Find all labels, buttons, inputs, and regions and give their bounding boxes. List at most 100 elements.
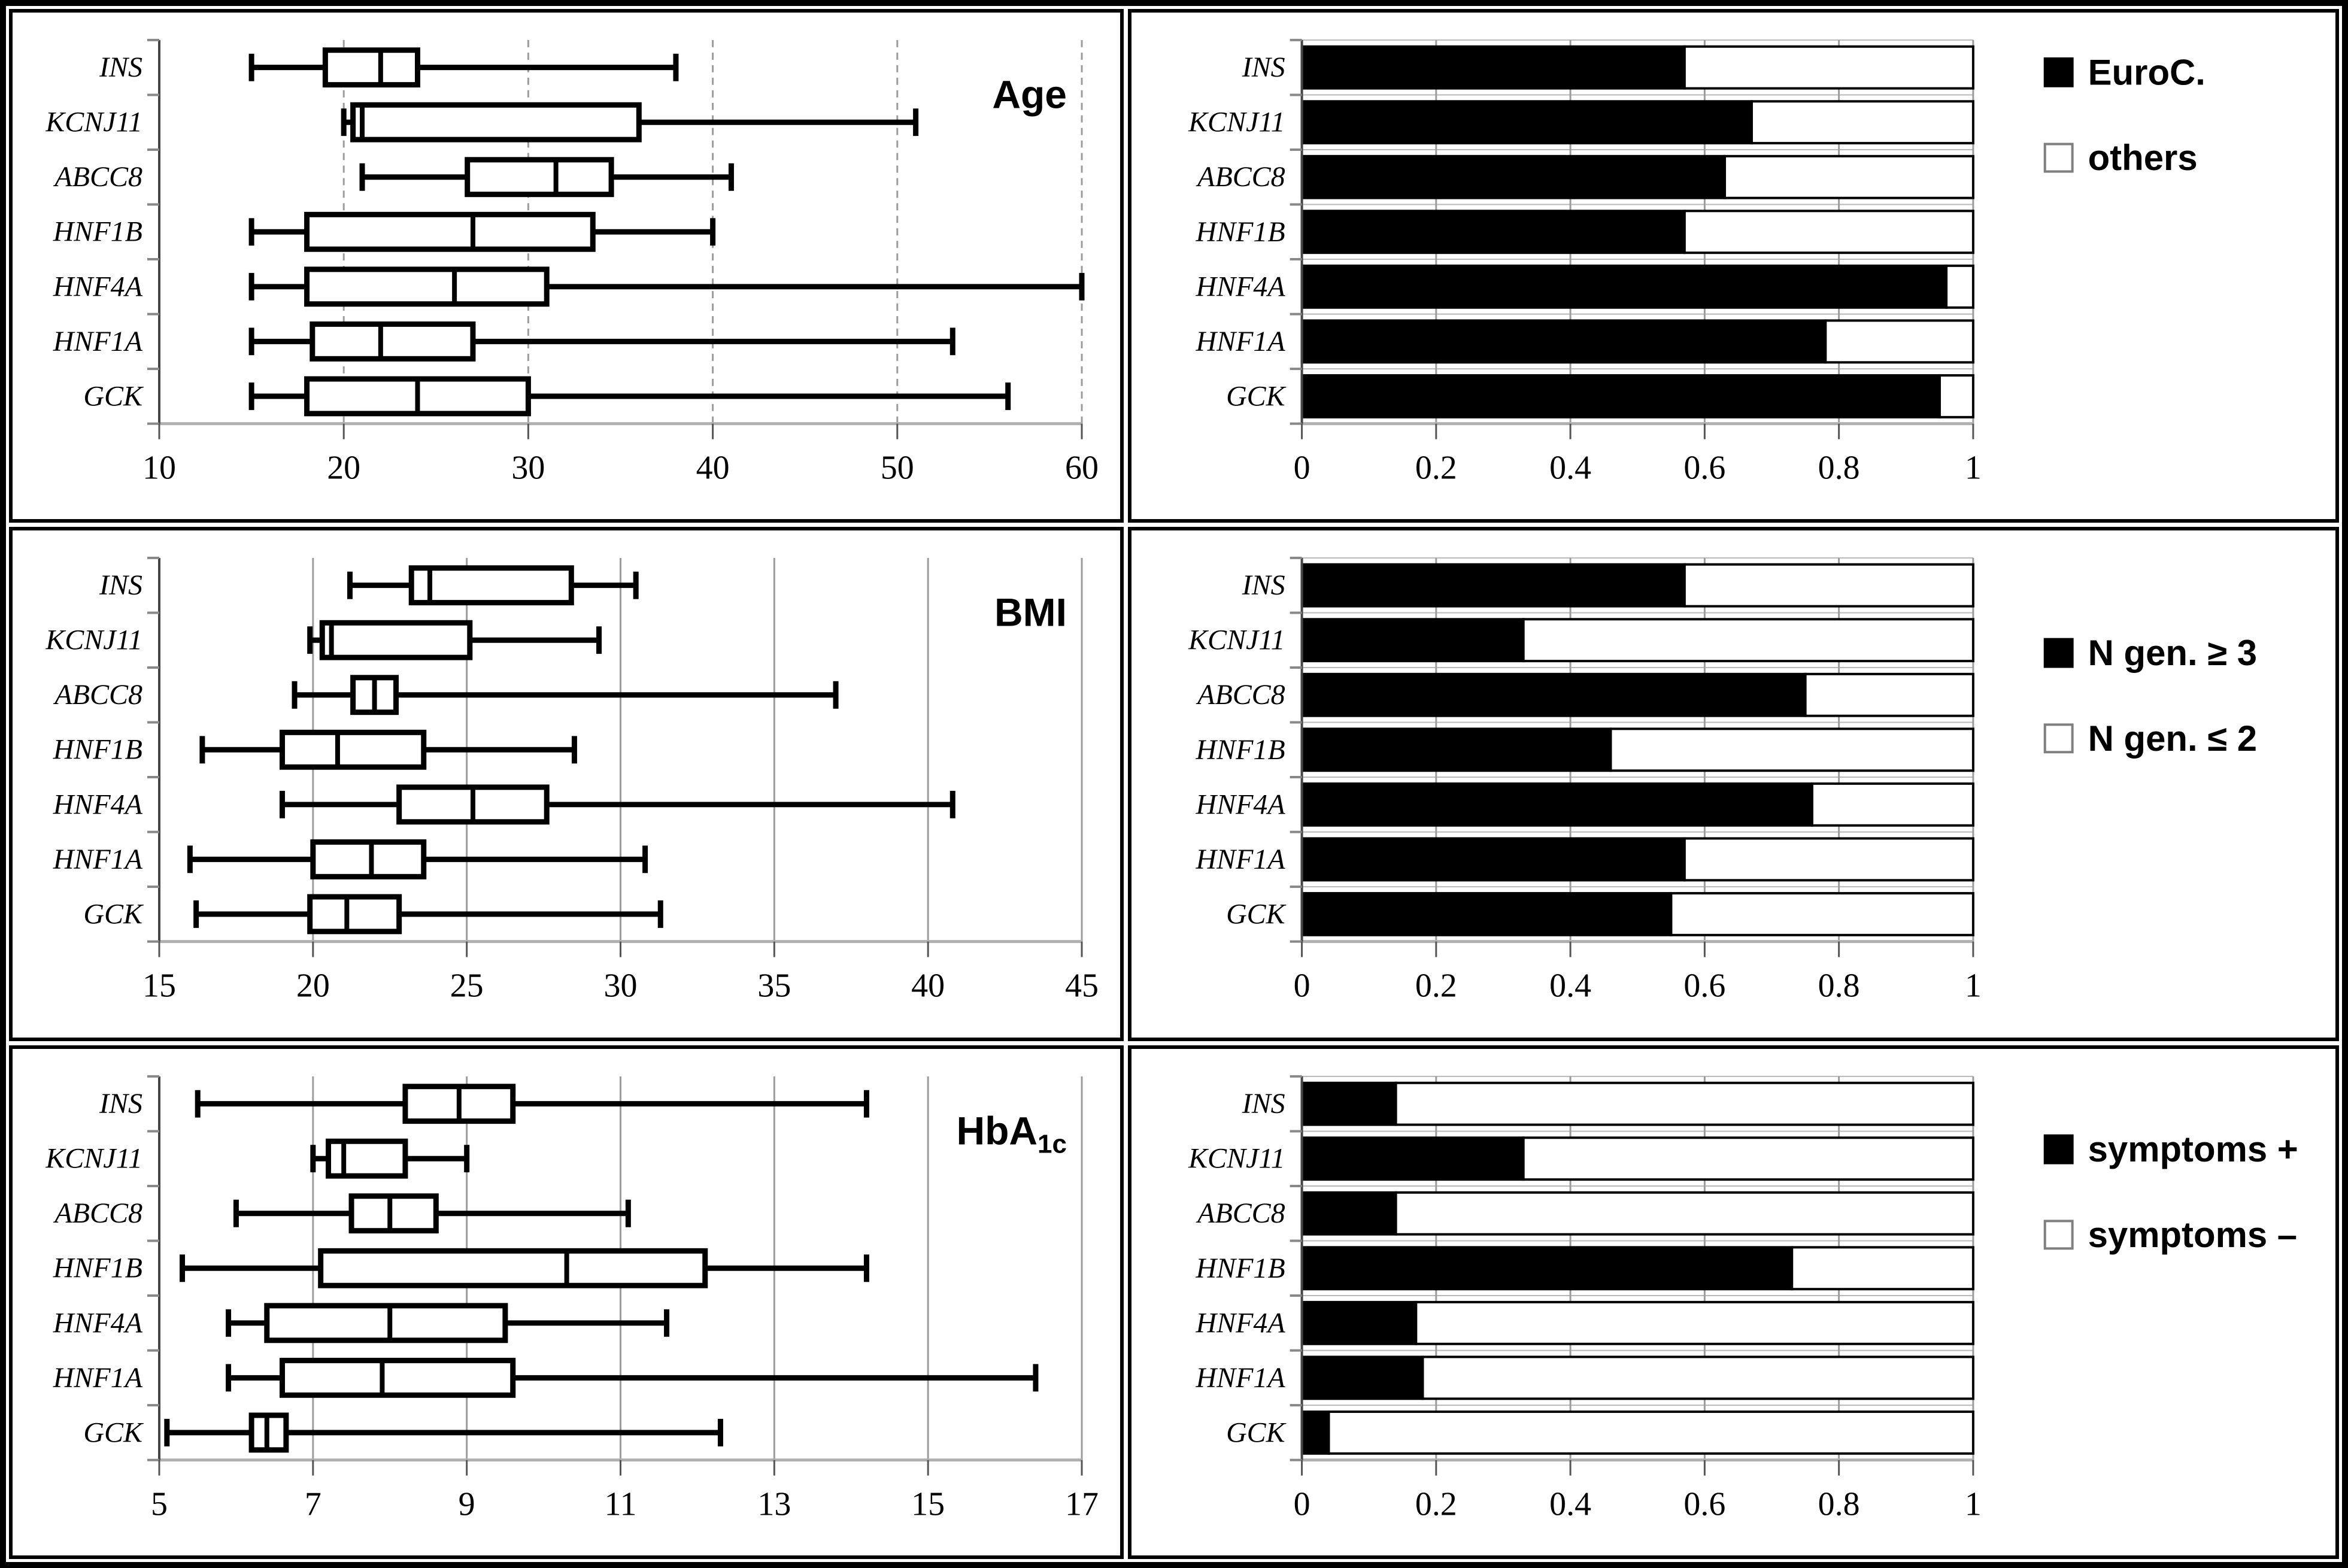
- hba1c-chart: INS KCNJ11 ABCC8 HNF1B HNF4A HNF1A GCK 5 7 9 11 13 1…: [45, 1075, 1099, 1522]
- x-tick-label-35: 35: [757, 968, 791, 1005]
- bar-white-KCNJ11: [1522, 618, 1974, 663]
- category-label-HNF4A: HNF4A: [53, 789, 143, 821]
- legend-label-1: others: [2088, 138, 2198, 178]
- box-INS: [408, 565, 574, 606]
- box-HNF1A: [310, 839, 427, 880]
- bar-white-HNF1B: [1791, 1246, 1974, 1290]
- bar-black-HNF4A: [1300, 264, 1948, 309]
- x-tick-label-60: 60: [1065, 450, 1099, 487]
- category-label-GCK: GCK: [1226, 1417, 1287, 1448]
- bar-white-HNF1B: [1609, 727, 1974, 772]
- euroc-bar-panel: INS KCNJ11 ABCC8 HNF1B HNF4A HNF1A GCK 0 0.2 0.4 0…: [1128, 9, 2339, 523]
- category-label-HNF4A: HNF4A: [53, 1307, 143, 1339]
- x-tick-label-1: 1: [1965, 449, 1982, 486]
- legend-label-1: N gen. ≤ 2: [2088, 718, 2257, 759]
- category-label-ABCC8: ABCC8: [53, 680, 142, 711]
- legend-swatch-empty: [2043, 1220, 2074, 1249]
- legend-swatch-empty: [2043, 142, 2074, 173]
- x-tick-label-0: 0: [1294, 1485, 1310, 1522]
- x-tick-label-0.4: 0.4: [1549, 1485, 1591, 1522]
- box-HNF4A: [264, 1303, 508, 1343]
- x-tick-label-15: 15: [911, 1485, 945, 1522]
- hba1c-boxplot-panel: INS KCNJ11 ABCC8 HNF1B HNF4A HNF1A GCK 5 7 9 11 13 1…: [9, 1045, 1124, 1559]
- legend-label-0: symptoms +: [2088, 1129, 2298, 1169]
- bar-white-HNF1B: [1683, 210, 1974, 254]
- category-label-KCNJ11: KCNJ11: [45, 1142, 142, 1174]
- x-tick-label-0: 0: [1294, 968, 1310, 1005]
- x-tick-label-0.8: 0.8: [1818, 1485, 1860, 1522]
- x-tick-label-0.6: 0.6: [1683, 1485, 1725, 1522]
- bar-white-HNF1A: [1683, 837, 1974, 882]
- legend-swatch-filled: [2043, 638, 2074, 668]
- category-label-GCK: GCK: [1226, 380, 1287, 412]
- x-tick-label-10: 10: [142, 450, 176, 487]
- bar-black-INS: [1300, 1081, 1397, 1126]
- category-label-ABCC8: ABCC8: [1196, 161, 1285, 193]
- bar-white-KCNJ11: [1750, 100, 1974, 145]
- x-tick-label-1: 1: [1965, 968, 1982, 1005]
- x-tick-label-0: 0: [1294, 449, 1310, 486]
- x-tick-label-7: 7: [305, 1485, 321, 1522]
- category-label-INS: INS: [99, 1088, 142, 1120]
- box-HNF1A: [310, 321, 476, 362]
- category-label-HNF1A: HNF1A: [53, 1362, 143, 1394]
- bar-white-GCK: [1670, 892, 1974, 937]
- category-label-HNF4A: HNF4A: [1196, 789, 1286, 821]
- x-tick-label-0.4: 0.4: [1549, 449, 1591, 486]
- x-tick-label-0.2: 0.2: [1415, 449, 1457, 486]
- bar-black-HNF1B: [1300, 727, 1612, 772]
- symptoms-chart: INS KCNJ11 ABCC8 HNF1B HNF4A HNF1A GCK 0 0.2 0.4 0…: [1188, 1075, 2298, 1522]
- category-label-GCK: GCK: [83, 380, 144, 412]
- legend-label-0: N gen. ≥ 3: [2088, 633, 2257, 673]
- bar-black-INS: [1300, 563, 1686, 608]
- category-label-HNF1B: HNF1B: [53, 734, 142, 766]
- panel-title-hba1c: HbA1c: [956, 1108, 1067, 1158]
- bar-black-ABCC8: [1300, 154, 1727, 199]
- x-tick-label-15: 15: [142, 968, 176, 1005]
- bar-black-GCK: [1300, 892, 1673, 937]
- x-tick-label-1: 1: [1965, 1485, 1982, 1522]
- bmi-boxplot-panel: INS KCNJ11 ABCC8 HNF1B HNF4A HNF1A GCK 15 20 25 30…: [9, 527, 1124, 1041]
- category-label-HNF1A: HNF1A: [53, 844, 143, 875]
- category-label-HNF4A: HNF4A: [1196, 271, 1286, 302]
- category-label-GCK: GCK: [1226, 899, 1287, 930]
- x-tick-label-20: 20: [296, 968, 330, 1005]
- box-INS: [322, 47, 420, 88]
- panel-title-age: Age: [992, 72, 1067, 117]
- x-tick-label-0.2: 0.2: [1415, 1485, 1457, 1522]
- bar-white-HNF4A: [1810, 783, 1974, 827]
- category-label-KCNJ11: KCNJ11: [1188, 1142, 1285, 1174]
- category-label-HNF1A: HNF1A: [1196, 844, 1286, 875]
- box-HNF4A: [304, 266, 550, 307]
- x-tick-label-40: 40: [696, 450, 730, 487]
- category-label-HNF1B: HNF1B: [53, 1252, 142, 1284]
- x-tick-label-9: 9: [459, 1485, 475, 1522]
- bar-black-KCNJ11: [1300, 100, 1753, 145]
- category-label-HNF1B: HNF1B: [1196, 1252, 1285, 1284]
- bar-black-KCNJ11: [1300, 618, 1525, 663]
- bar-white-GCK: [1327, 1410, 1974, 1455]
- category-label-INS: INS: [1242, 51, 1285, 83]
- category-label-KCNJ11: KCNJ11: [45, 107, 142, 138]
- legend-label-1: symptoms –: [2088, 1215, 2297, 1255]
- x-tick-label-40: 40: [911, 968, 945, 1005]
- bar-black-KCNJ11: [1300, 1136, 1525, 1181]
- legend-swatch-empty: [2043, 723, 2074, 754]
- x-tick-label-17: 17: [1065, 1485, 1099, 1522]
- bar-black-GCK: [1300, 374, 1941, 418]
- bar-black-ABCC8: [1300, 673, 1807, 717]
- bar-white-GCK: [1938, 374, 1974, 418]
- category-label-HNF1B: HNF1B: [1196, 216, 1285, 248]
- category-label-ABCC8: ABCC8: [53, 161, 142, 193]
- category-label-INS: INS: [1242, 570, 1285, 602]
- x-tick-label-25: 25: [450, 968, 484, 1005]
- x-tick-label-30: 30: [511, 450, 545, 487]
- bar-black-HNF4A: [1300, 1300, 1418, 1345]
- box-HNF1B: [318, 1248, 708, 1288]
- age-boxplot-panel: INS KCNJ11 ABCC8 HNF1B HNF4A HNF1A GCK 10 20 30 40…: [9, 9, 1124, 523]
- bar-white-ABCC8: [1804, 673, 1974, 717]
- category-label-INS: INS: [1242, 1088, 1285, 1120]
- category-label-GCK: GCK: [83, 899, 144, 930]
- bar-black-HNF1A: [1300, 1355, 1424, 1400]
- box-KCNJ11: [326, 1138, 408, 1179]
